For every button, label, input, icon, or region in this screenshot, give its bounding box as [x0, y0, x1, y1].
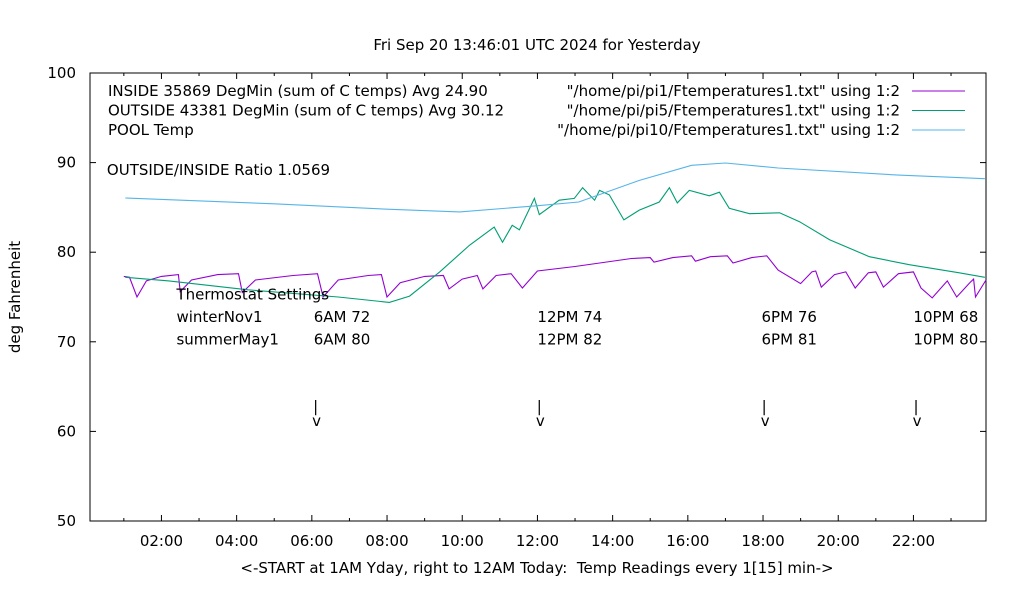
x-tick-label: 12:00	[516, 532, 559, 550]
series-0	[123, 255, 987, 299]
x-tick-label: 14:00	[591, 532, 634, 550]
series-line	[125, 162, 985, 213]
legend-series-source: "/home/pi/pi1/Ftemperatures1.txt" using …	[567, 82, 900, 100]
arrow-head: v	[312, 412, 321, 430]
y-tick-label: 100	[47, 64, 76, 82]
arrow-stem: |	[313, 398, 318, 416]
x-tick-label: 02:00	[140, 532, 183, 550]
y-tick-label: 90	[57, 154, 76, 172]
plot-border	[89, 72, 987, 522]
arrow-stem: |	[914, 398, 919, 416]
thermostat-row-label: summerMay1	[176, 330, 279, 348]
y-axis-label: deg Fahrenheit	[6, 241, 24, 353]
thermostat-setting: 10PM 68	[913, 308, 978, 326]
legend-series-source: "/home/pi/pi10/Ftemperatures1.txt" using…	[557, 121, 900, 139]
chart-title: Fri Sep 20 13:46:01 UTC 2024 for Yesterd…	[373, 36, 700, 54]
legend-series-source: "/home/pi/pi5/Ftemperatures1.txt" using …	[567, 102, 900, 120]
y-tick-label: 70	[57, 333, 76, 351]
series-1	[125, 186, 985, 303]
x-tick-label: 04:00	[215, 532, 258, 550]
thermostat-title: Thermostat Settings	[175, 286, 329, 304]
thermostat-setting: 12PM 82	[537, 330, 602, 348]
x-tick-label: 08:00	[365, 532, 408, 550]
arrow-head: v	[536, 412, 545, 430]
x-axis-label: <-START at 1AM Yday, right to 12AM Today…	[240, 559, 833, 577]
x-tick-label: 22:00	[892, 532, 935, 550]
legend-series-name: INSIDE 35869 DegMin (sum of C temps) Avg…	[108, 82, 488, 100]
series-line	[125, 186, 985, 303]
thermostat-setting: 10PM 80	[913, 330, 978, 348]
x-tick-label: 18:00	[741, 532, 784, 550]
thermostat-setting: 6PM 76	[762, 308, 817, 326]
thermostat-setting: 12PM 74	[537, 308, 602, 326]
y-tick-label: 50	[57, 512, 76, 530]
y-tick-label: 80	[57, 243, 76, 261]
thermostat-setting: 6AM 72	[314, 308, 371, 326]
x-tick-label: 20:00	[817, 532, 860, 550]
arrow-head: v	[913, 412, 922, 430]
legend-series-name: OUTSIDE 43381 DegMin (sum of C temps) Av…	[108, 102, 504, 120]
thermostat-row-label: winterNov1	[176, 308, 262, 326]
legend-series-name: POOL Temp	[108, 121, 194, 139]
ratio-annotation: OUTSIDE/INSIDE Ratio 1.0569	[107, 161, 330, 179]
thermostat-setting: 6AM 80	[314, 330, 371, 348]
series-2	[125, 162, 985, 213]
arrow-stem: |	[762, 398, 767, 416]
series-line	[123, 255, 987, 299]
y-tick-label: 60	[57, 422, 76, 440]
x-tick-label: 06:00	[290, 532, 333, 550]
x-tick-label: 16:00	[666, 532, 709, 550]
arrow-stem: |	[537, 398, 542, 416]
x-tick-label: 10:00	[441, 532, 484, 550]
arrow-head: v	[761, 412, 770, 430]
thermostat-setting: 6PM 81	[762, 330, 817, 348]
